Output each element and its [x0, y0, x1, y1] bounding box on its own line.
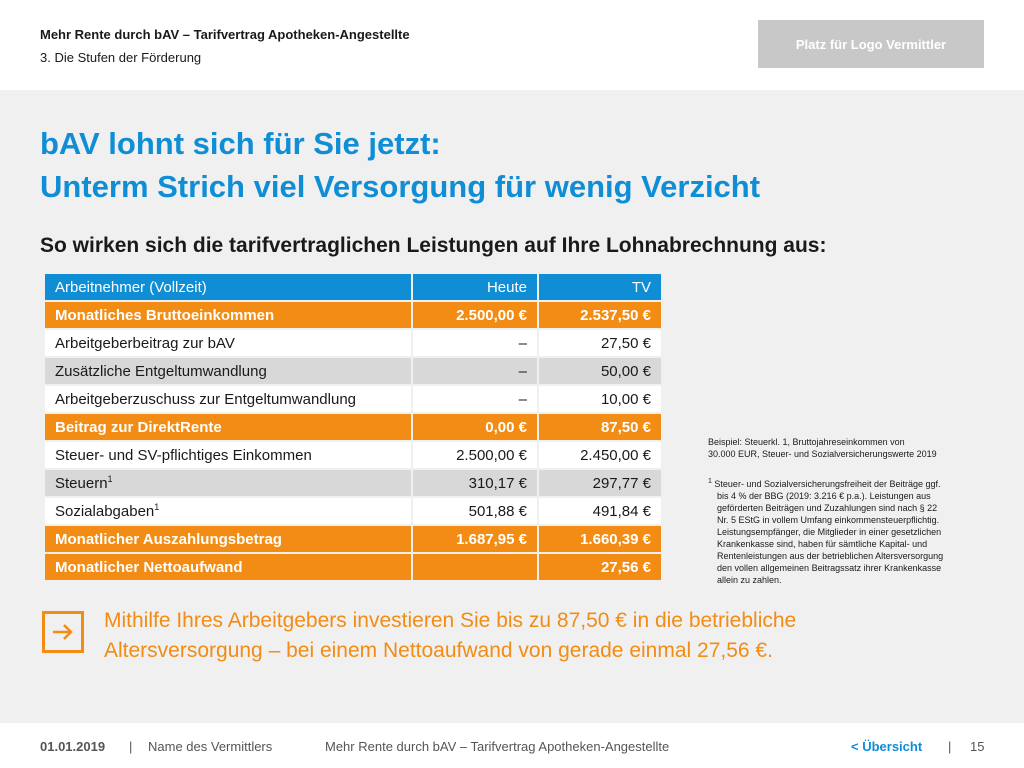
row-value-tv: 491,84 € [537, 498, 661, 524]
row-value-tv: 87,50 € [537, 414, 661, 440]
table-row: Monatlicher Nettoaufwand 27,56 € [45, 554, 661, 580]
header-today: Heute [411, 274, 537, 300]
footnote-line: allein zu zahlen. [717, 575, 782, 585]
row-label-text: Monatlicher Nettoaufwand [55, 558, 243, 576]
row-label-text: Beitrag zur DirektRente [55, 418, 222, 436]
row-value-tv: 297,77 € [537, 470, 661, 496]
overview-link[interactable]: < Übersicht [851, 739, 923, 754]
row-label: Arbeitgeberbeitrag zur bAV [45, 330, 411, 356]
table-row: Arbeitgeberbeitrag zur bAV –27,50 € [45, 330, 661, 356]
row-value-tv: 27,56 € [537, 554, 661, 580]
callout-line2: Altersversorgung – bei einem Nettoaufwan… [104, 639, 773, 662]
row-label-text: Steuer- und SV-pflichtiges Einkommen [55, 446, 312, 464]
table-row: Steuer- und SV-pflichtiges Einkommen 2.50… [45, 442, 661, 468]
callout-line1: Mithilfe Ihres Arbeitgebers investieren … [104, 609, 797, 632]
logo-placeholder: Platz für Logo Vermittler [758, 20, 984, 68]
row-label: Monatlicher Nettoaufwand [45, 554, 411, 580]
slide-footer: 01.01.2019 | Name des Vermittlers Mehr R… [0, 723, 1024, 768]
row-label-text: Sozialabgaben [55, 502, 155, 520]
footer-broker-name: Name des Vermittlers [148, 739, 273, 754]
arrow-right-icon [42, 611, 84, 653]
row-label-text: Steuern [55, 474, 108, 492]
footnote-ref: 1 [107, 473, 113, 484]
row-label: Steuern1 [45, 470, 411, 496]
header-employee: Arbeitnehmer (Vollzeit) [45, 274, 411, 300]
row-value-today: 2.500,00 € [411, 302, 537, 328]
headline-line2: Unterm Strich viel Versorgung für wenig … [40, 169, 761, 204]
table-row: Monatliches Bruttoeinkommen 2.500,00 €2.5… [45, 302, 661, 328]
page-number: 15 [970, 739, 985, 754]
row-label-text: Arbeitgeberbeitrag zur bAV [55, 334, 235, 352]
row-value-tv: 2.450,00 € [537, 442, 661, 468]
headline-line1: bAV lohnt sich für Sie jetzt: [40, 126, 441, 161]
row-label: Steuer- und SV-pflichtiges Einkommen [45, 442, 411, 468]
subheading: So wirken sich die tarifvertraglichen Le… [40, 234, 827, 257]
row-value-tv: 10,00 € [537, 386, 661, 412]
footnote-first-line: 1 Steuer- und Sozialversicherungsfreihei… [708, 478, 978, 490]
table-row: Beitrag zur DirektRente 0,00 €87,50 € [45, 414, 661, 440]
row-value-tv: 1.660,39 € [537, 526, 661, 552]
row-label-text: Arbeitgeberzuschuss zur Entgeltumwandlun… [55, 390, 357, 408]
header-title: Mehr Rente durch bAV – Tarifvertrag Apot… [40, 27, 410, 42]
footer-separator: | [948, 739, 952, 754]
example-note-line2: 30.000 EUR, Steuer- und Sozialversicheru… [708, 449, 937, 459]
row-value-today: 501,88 € [411, 498, 537, 524]
row-value-tv: 2.537,50 € [537, 302, 661, 328]
footnote-line: Krankenkasse sind, haben für sämtliche K… [717, 539, 928, 549]
footnote: 1 Steuer- und Sozialversicherungsfreihei… [708, 478, 978, 586]
salary-table: Arbeitnehmer (Vollzeit) Heute TV Monatli… [45, 272, 661, 582]
row-value-today: 2.500,00 € [411, 442, 537, 468]
row-value-tv: 27,50 € [537, 330, 661, 356]
row-label: Beitrag zur DirektRente [45, 414, 411, 440]
footnote-line: Steuer- und Sozialversicherungsfreiheit … [714, 479, 941, 489]
row-label-text: Monatliches Bruttoeinkommen [55, 306, 275, 324]
callout-text: Mithilfe Ihres Arbeitgebers investieren … [104, 606, 964, 666]
footer-date: 01.01.2019 [40, 739, 106, 754]
footnote-line: Nr. 5 EStG in vollem Umfang einkommenste… [717, 515, 940, 525]
row-value-today: – [411, 386, 537, 412]
table-row: Arbeitgeberzuschuss zur Entgeltumwandlun… [45, 386, 661, 412]
footnote-line: den vollen allgemeinen Beitragssatz ihre… [717, 563, 942, 573]
footnote-line: bis 4 % der BBG (2019: 3.216 € p.a.). Le… [717, 491, 931, 501]
row-value-today: 310,17 € [411, 470, 537, 496]
footer-separator: | [129, 739, 133, 754]
row-label: Monatliches Bruttoeinkommen [45, 302, 411, 328]
footnote-ref: 1 [154, 501, 160, 512]
table-row: Sozialabgaben1 501,88 €491,84 € [45, 498, 661, 524]
table-row: Monatlicher Auszahlungsbetrag 1.687,95 €1… [45, 526, 661, 552]
table-row: Zusätzliche Entgeltumwandlung –50,00 € [45, 358, 661, 384]
footnote-line: Leistungsempfänger, die Mitglieder in ei… [717, 527, 942, 537]
table-body: Monatliches Bruttoeinkommen 2.500,00 €2.5… [45, 302, 661, 580]
row-value-tv: 50,00 € [537, 358, 661, 384]
row-label: Sozialabgaben1 [45, 498, 411, 524]
row-label-text: Monatlicher Auszahlungsbetrag [55, 530, 282, 548]
row-value-today: – [411, 358, 537, 384]
row-label: Zusätzliche Entgeltumwandlung [45, 358, 411, 384]
footnote-mark: 1 [708, 478, 712, 485]
footnote-line: geförderten Beiträgen und Zuzahlungen si… [717, 503, 938, 513]
row-value-today: 1.687,95 € [411, 526, 537, 552]
table-header-row: Arbeitnehmer (Vollzeit) Heute TV [45, 274, 661, 300]
slide-header: Mehr Rente durch bAV – Tarifvertrag Apot… [0, 0, 1024, 90]
footer-doc-title: Mehr Rente durch bAV – Tarifvertrag Apot… [325, 739, 670, 754]
header-subtitle: 3. Die Stufen der Förderung [40, 50, 202, 65]
row-label-text: Zusätzliche Entgeltumwandlung [55, 362, 267, 380]
footnote-line: Rentenleistungen aus der betrieblichen A… [717, 551, 944, 561]
example-note-line1: Beispiel: Steuerkl. 1, Bruttojahreseinko… [708, 437, 905, 447]
row-label: Monatlicher Auszahlungsbetrag [45, 526, 411, 552]
header-tv: TV [537, 274, 661, 300]
row-value-today: 0,00 € [411, 414, 537, 440]
example-note: Beispiel: Steuerkl. 1, Bruttojahreseinko… [708, 436, 978, 460]
headline: bAV lohnt sich für Sie jetzt: Unterm Str… [40, 122, 760, 208]
row-label: Arbeitgeberzuschuss zur Entgeltumwandlun… [45, 386, 411, 412]
row-value-today [411, 554, 537, 580]
row-value-today: – [411, 330, 537, 356]
table-row: Steuern1 310,17 €297,77 € [45, 470, 661, 496]
